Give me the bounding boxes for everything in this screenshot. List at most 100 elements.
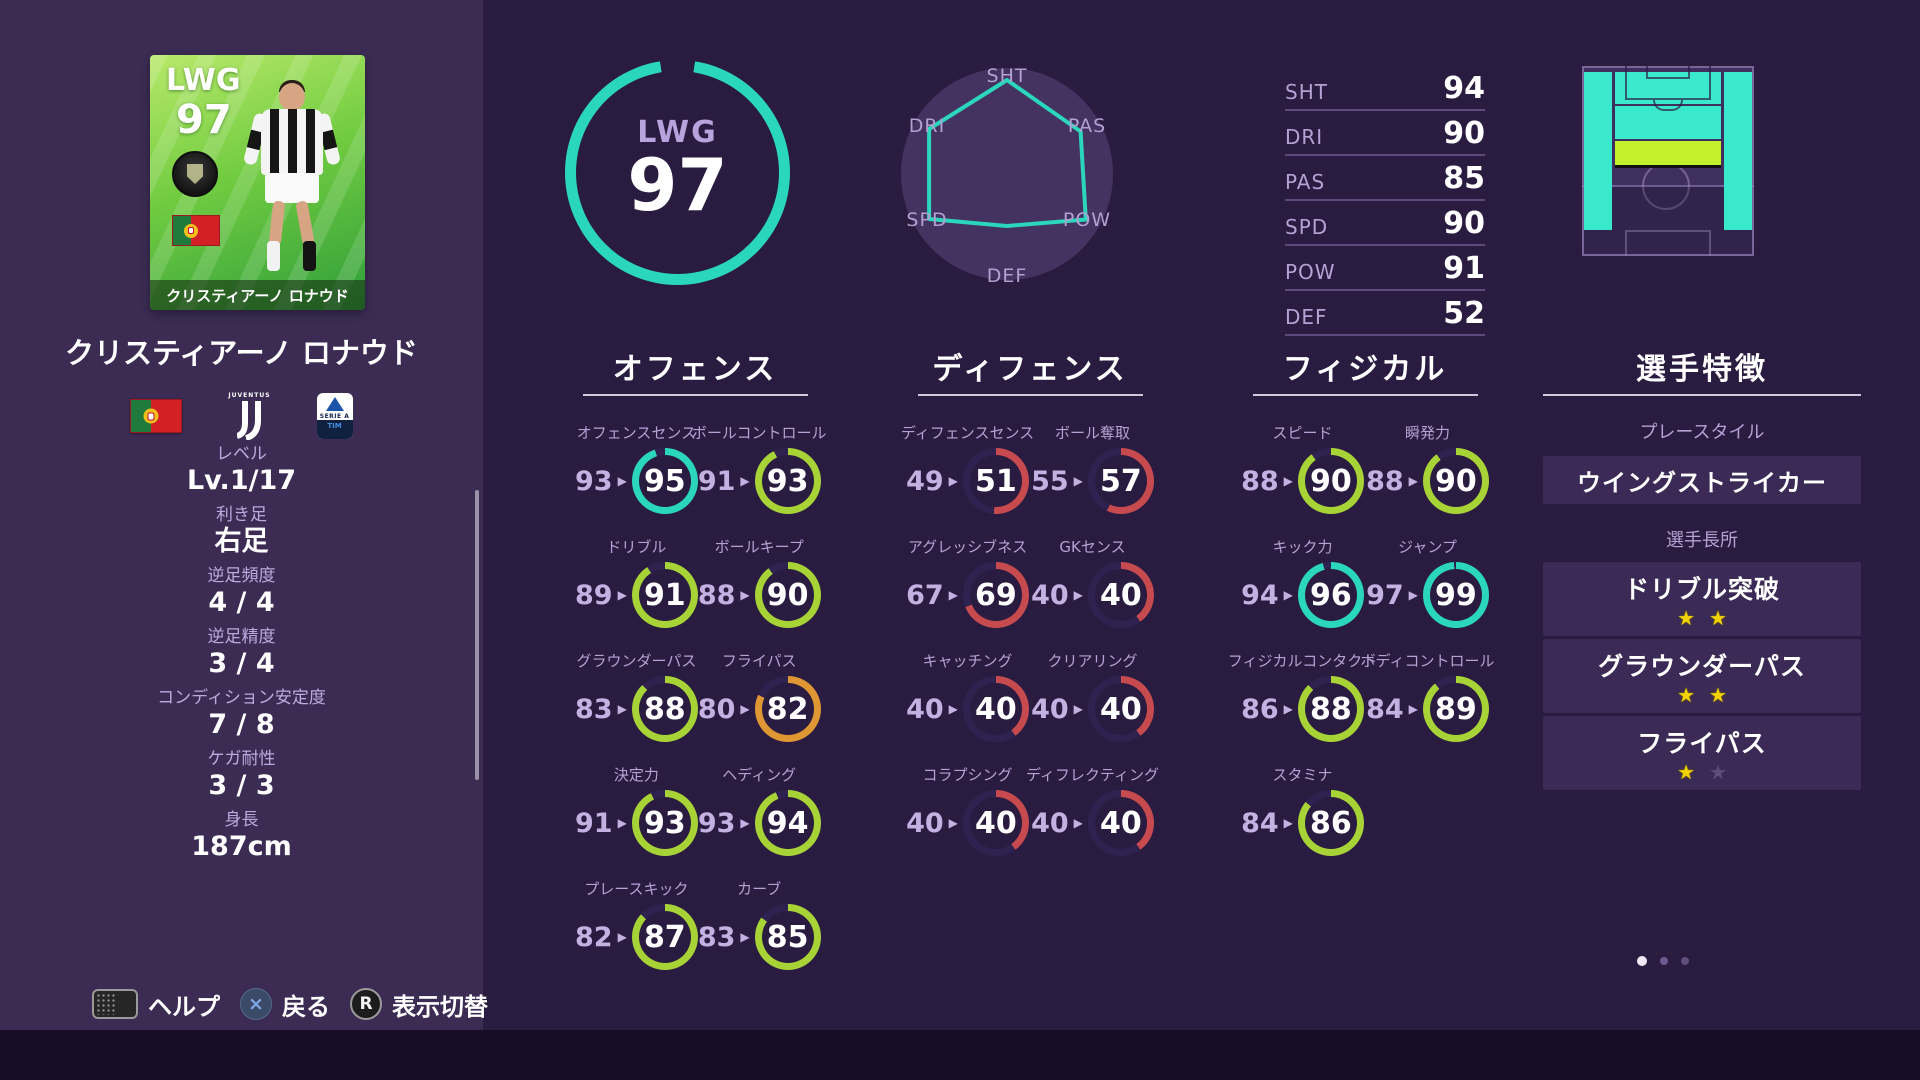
arrow-right-icon: ▶ bbox=[1408, 588, 1418, 602]
radar-axis-label: SPD bbox=[906, 209, 947, 231]
stat-ring: 88 bbox=[631, 676, 698, 742]
stat-cell: クリアリング 40 ▶ 40 bbox=[1030, 638, 1155, 744]
stat-current-value: 90 bbox=[1435, 463, 1477, 499]
stat-label: スピード bbox=[1272, 424, 1333, 442]
card-player-figure bbox=[237, 80, 347, 283]
page-dot[interactable] bbox=[1637, 956, 1647, 966]
info-label: 身長 bbox=[224, 810, 259, 830]
summary-row: POW 91 bbox=[1285, 246, 1485, 291]
stat-current-value: 40 bbox=[975, 691, 1017, 727]
radar-axis-label: POW bbox=[1063, 209, 1111, 231]
position-pitch bbox=[1582, 66, 1754, 256]
stat-cell: ボールキープ 88 ▶ 90 bbox=[698, 524, 821, 630]
stat-ring: 85 bbox=[754, 904, 821, 970]
stat-label: フライパス bbox=[721, 652, 797, 670]
arrow-right-icon: ▶ bbox=[948, 474, 958, 488]
card-name-overlay: クリスティアーノ ロナウド bbox=[150, 280, 365, 310]
stat-base-value: 88 bbox=[1241, 465, 1279, 497]
stat-current-value: 51 bbox=[975, 463, 1017, 499]
stat-label: ボール奪取 bbox=[1054, 424, 1130, 442]
r-button-icon: R bbox=[350, 988, 382, 1020]
page-dot[interactable] bbox=[1660, 957, 1668, 965]
arrow-right-icon: ▶ bbox=[740, 816, 750, 830]
card-rating: 97 bbox=[176, 97, 232, 143]
help-button[interactable]: ヘルプ bbox=[92, 987, 220, 1022]
stat-base-value: 84 bbox=[1241, 807, 1279, 839]
stat-column-2: フィジカル スピード 88 ▶ 90 瞬発力 88 ▶ 90 キック力 bbox=[1228, 352, 1494, 866]
radar-chart: SHT PAS POW DEF SPD DRI bbox=[882, 50, 1132, 304]
stat-current-value: 86 bbox=[1310, 805, 1352, 841]
info-label: 逆足精度 bbox=[207, 627, 276, 647]
star-icon: ★ bbox=[1677, 683, 1695, 707]
player-info-item: 利き足 右足 bbox=[0, 504, 483, 557]
pitch-zone-right-wing bbox=[1724, 72, 1752, 230]
stat-label: ボールコントロール bbox=[691, 424, 827, 442]
stat-ring: 91 bbox=[631, 562, 698, 628]
stat-current-value: 40 bbox=[975, 805, 1017, 841]
stat-label: ヘディング bbox=[722, 766, 797, 784]
stat-current-value: 90 bbox=[1310, 463, 1352, 499]
footer-hints: ヘルプ × 戻る R 表示切替 bbox=[92, 984, 488, 1024]
stat-base-value: 40 bbox=[1031, 807, 1069, 839]
stat-cell: ボディコントロール 84 ▶ 89 bbox=[1361, 638, 1494, 744]
serie-a-badge-text: SERIE A bbox=[319, 413, 350, 420]
column-title: フィジカル bbox=[1282, 352, 1448, 387]
stat-label: フィジカルコンタクト bbox=[1227, 652, 1378, 670]
juventus-badge-text: JUVENTUS bbox=[228, 392, 271, 399]
star-icon: ★ bbox=[1709, 606, 1727, 630]
cross-button-icon: × bbox=[240, 988, 272, 1020]
player-summary-panel: LWG 97 クリスティアーノ ロナウド クリスティアーノ ロナウド bbox=[0, 0, 483, 1080]
arrow-right-icon: ▶ bbox=[1073, 702, 1083, 716]
stat-cell: フィジカルコンタクト 86 ▶ 88 bbox=[1228, 638, 1377, 744]
player-info-item: 逆足頻度 4 / 4 bbox=[0, 565, 483, 618]
stat-base-value: 67 bbox=[906, 579, 944, 611]
stat-current-value: 85 bbox=[766, 919, 809, 955]
back-button[interactable]: × 戻る bbox=[240, 987, 330, 1022]
stat-ring: 89 bbox=[1422, 676, 1489, 742]
info-label: コンディション安定度 bbox=[157, 688, 326, 708]
stat-ring: 93 bbox=[754, 448, 821, 514]
arrow-right-icon: ▶ bbox=[617, 588, 627, 602]
arrow-right-icon: ▶ bbox=[1073, 474, 1083, 488]
stat-ring: 94 bbox=[754, 790, 821, 856]
stat-current-value: 40 bbox=[1100, 577, 1142, 613]
summary-label: DEF bbox=[1285, 305, 1328, 329]
column-title: オフェンス bbox=[612, 352, 778, 387]
summary-label: PAS bbox=[1285, 170, 1326, 194]
panel-scrollbar[interactable] bbox=[475, 490, 479, 780]
stat-cell: ディフレクティング 40 ▶ 40 bbox=[1026, 752, 1159, 858]
stat-base-value: 49 bbox=[906, 465, 944, 497]
stat-ring: 96 bbox=[1297, 562, 1364, 628]
arrow-right-icon: ▶ bbox=[1408, 474, 1418, 488]
arrow-right-icon: ▶ bbox=[1073, 588, 1083, 602]
summary-row: SHT 94 bbox=[1285, 66, 1485, 111]
overall-rating: 97 bbox=[627, 143, 728, 227]
stat-label: カーブ bbox=[737, 880, 782, 898]
page-dot[interactable] bbox=[1681, 957, 1689, 965]
info-value: 7 / 8 bbox=[208, 709, 275, 740]
serie-a-badge-icon: SERIE A TIM bbox=[316, 393, 353, 439]
summary-value: 90 bbox=[1443, 206, 1485, 241]
info-value: 4 / 4 bbox=[208, 587, 275, 618]
stat-ring: 69 bbox=[962, 562, 1029, 628]
playstyle-box: ウイングストライカー bbox=[1543, 456, 1861, 504]
stat-cell: ディフェンスセンス 49 ▶ 51 bbox=[901, 410, 1034, 516]
help-label: ヘルプ bbox=[148, 992, 220, 1021]
stat-current-value: 95 bbox=[643, 463, 686, 499]
arrow-right-icon: ▶ bbox=[948, 702, 958, 716]
stat-ring: 88 bbox=[1297, 676, 1364, 742]
summary-value: 85 bbox=[1443, 161, 1485, 196]
stat-label: ディフレクティング bbox=[1025, 766, 1160, 784]
toggle-view-button[interactable]: R 表示切替 bbox=[350, 987, 488, 1022]
playstyle-label: プレースタイル bbox=[1639, 422, 1765, 443]
star-icon: ★ bbox=[1677, 606, 1695, 630]
info-value: 3 / 3 bbox=[208, 770, 275, 801]
info-label: ケガ耐性 bbox=[207, 749, 276, 769]
player-info-item: 身長 187cm bbox=[0, 809, 483, 862]
stat-current-value: 69 bbox=[975, 577, 1017, 613]
stat-ring: 40 bbox=[962, 790, 1029, 856]
arrow-right-icon: ▶ bbox=[740, 588, 750, 602]
stat-cell: オフェンスセンス 93 ▶ 95 bbox=[575, 410, 698, 516]
stat-cell: キック力 94 ▶ 96 bbox=[1240, 524, 1365, 630]
